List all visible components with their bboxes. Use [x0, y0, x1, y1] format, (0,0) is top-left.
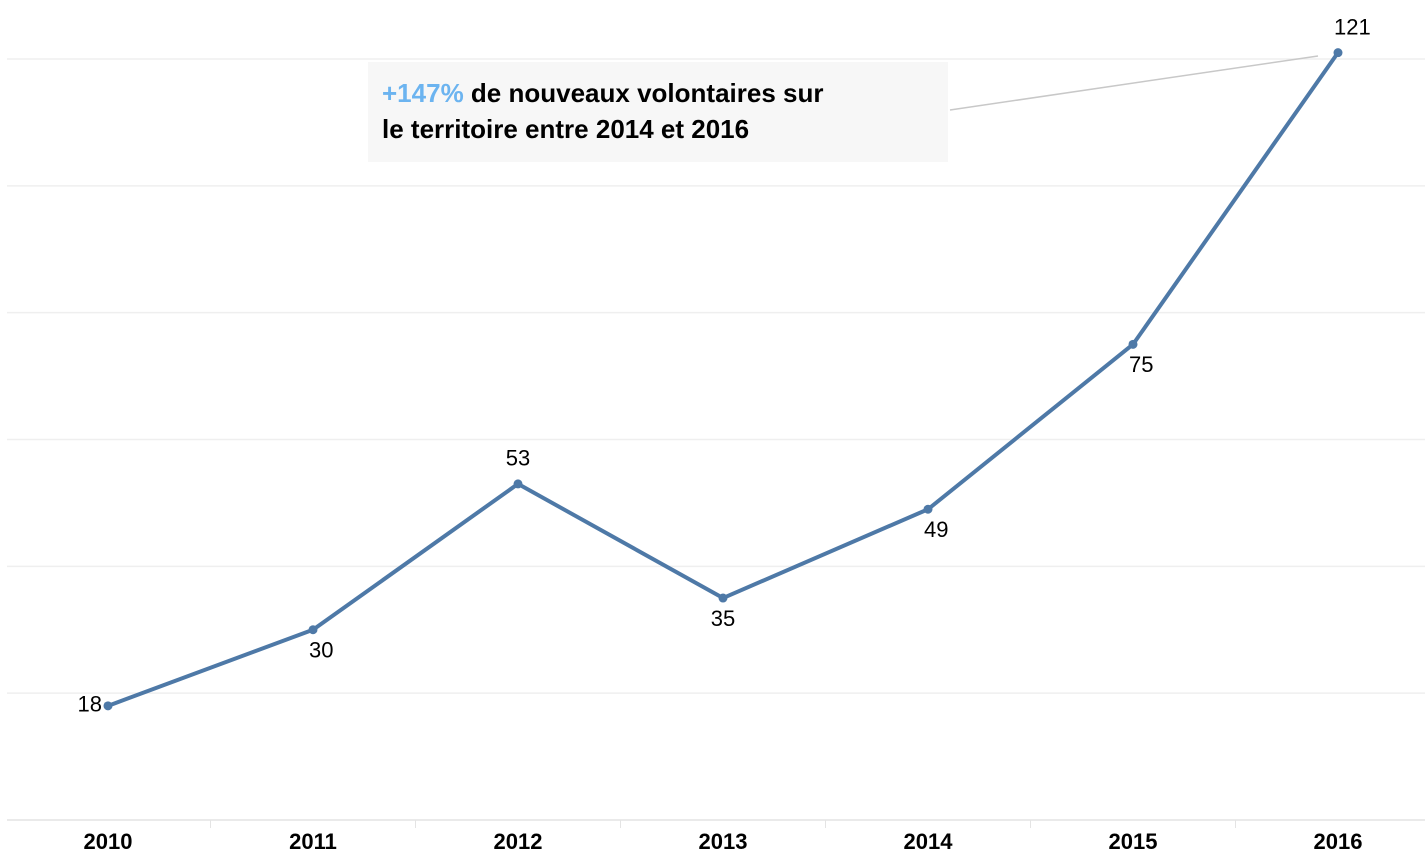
annotation-line: +147% de nouveaux volontaires sur [382, 78, 823, 108]
data-label: 53 [506, 446, 530, 471]
point [308, 625, 318, 635]
annotation-leader [949, 55, 1319, 111]
point [718, 593, 728, 603]
data-label: 49 [924, 517, 948, 542]
point [103, 701, 113, 711]
x-tick-label: 2013 [699, 829, 748, 854]
point [923, 504, 933, 514]
point [1333, 48, 1343, 58]
x-tick-label: 2011 [289, 829, 337, 854]
annotation-text: de nouveaux volontaires sur [471, 78, 824, 108]
grid [7, 58, 1425, 828]
x-tick-label: 2016 [1314, 829, 1363, 854]
point [1128, 339, 1138, 349]
annotation-box [368, 62, 948, 162]
annotation-line: le territoire entre 2014 et 2016 [382, 114, 749, 144]
data-label: 35 [711, 606, 735, 631]
x-tick-label: 2014 [904, 829, 954, 854]
data-label: 75 [1129, 352, 1153, 377]
data-label: 121 [1334, 14, 1371, 39]
data-label: 18 [78, 692, 102, 717]
x-tick-label: 2015 [1109, 829, 1158, 854]
data-label: 30 [309, 638, 333, 663]
x-tick-label: 2010 [84, 829, 133, 854]
point [513, 479, 523, 489]
x-tick-label: 2012 [494, 829, 543, 854]
annotation-highlight: +147% [382, 78, 464, 108]
